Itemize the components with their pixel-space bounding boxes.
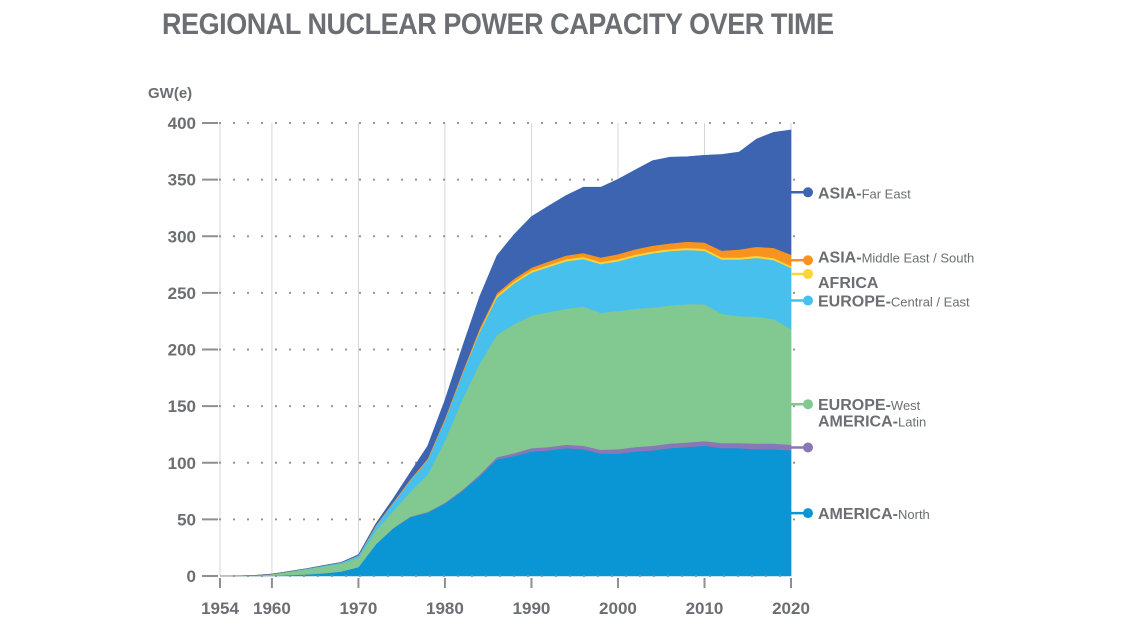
axes: GW(e) 0 50 100 150 200 250 300 350 400 1954 1960 19…: [148, 85, 810, 618]
legend-entry-4: AFRICA: [818, 275, 879, 292]
legend-entry-0: AMERICA-North: [818, 506, 930, 523]
x-tick-label: 1990: [513, 599, 551, 618]
y-tick-label: 150: [168, 397, 196, 416]
legend-label-sub: Middle East / South: [862, 250, 975, 265]
legend-marker-4: [803, 268, 813, 279]
legend-label-sub: North: [898, 507, 930, 522]
legend-label-main: EUROPE-: [818, 294, 891, 311]
y-tick-label: 250: [168, 284, 196, 303]
legend-marker-5: [803, 255, 813, 266]
legend-marker-3: [803, 295, 813, 306]
legend-label-main: AFRICA: [818, 275, 879, 292]
chart-title: REGIONAL NUCLEAR POWER CAPACITY OVER TIM…: [162, 8, 834, 41]
x-tick-label: 2010: [686, 599, 724, 618]
y-tick-label: 400: [168, 114, 196, 133]
y-tick-label: 300: [168, 227, 196, 246]
legend-label-sub: Far East: [862, 186, 912, 201]
x-tick-label: 1970: [340, 599, 378, 618]
legend-label-main: EUROPE-: [818, 397, 891, 414]
x-tick-label: 1960: [253, 599, 291, 618]
legend-entry-1: AMERICA-Latin: [818, 413, 926, 430]
legend-label-main: AMERICA-: [818, 413, 898, 430]
legend-label-sub: West: [891, 398, 921, 413]
y-tick-label: 200: [168, 341, 196, 360]
y-tick-label: 0: [187, 567, 196, 586]
legend-label-sub: Latin: [898, 414, 926, 429]
area-series: [219, 129, 792, 577]
x-tick-label: 2000: [599, 599, 637, 618]
legend-entry-3: EUROPE-Central / East: [818, 294, 970, 311]
legend-label-main: ASIA-: [818, 249, 862, 266]
y-tick-label: 100: [168, 454, 196, 473]
legend-marker-1: [803, 442, 813, 453]
y-tick-label: 350: [168, 171, 196, 190]
y-axis-label: GW(e): [148, 85, 192, 102]
legend-label-main: ASIA-: [818, 185, 862, 202]
x-tick-label: 2020: [772, 599, 810, 618]
x-tick-label: 1954: [201, 599, 239, 618]
legend-marker-0: [803, 508, 813, 519]
legend-label-sub: Central / East: [891, 295, 970, 310]
legend-entry-6: ASIA-Far East: [818, 185, 911, 202]
area-series-0: [220, 445, 792, 577]
legend-label-main: AMERICA-: [818, 506, 898, 523]
legend-marker-2: [803, 399, 813, 410]
x-tick-label: 1980: [426, 599, 464, 618]
y-tick-label: 50: [177, 510, 196, 529]
legend-marker-6: [803, 187, 813, 198]
legend-entry-5: ASIA-Middle East / South: [818, 249, 974, 266]
legend-entry-2: EUROPE-West: [818, 397, 921, 414]
